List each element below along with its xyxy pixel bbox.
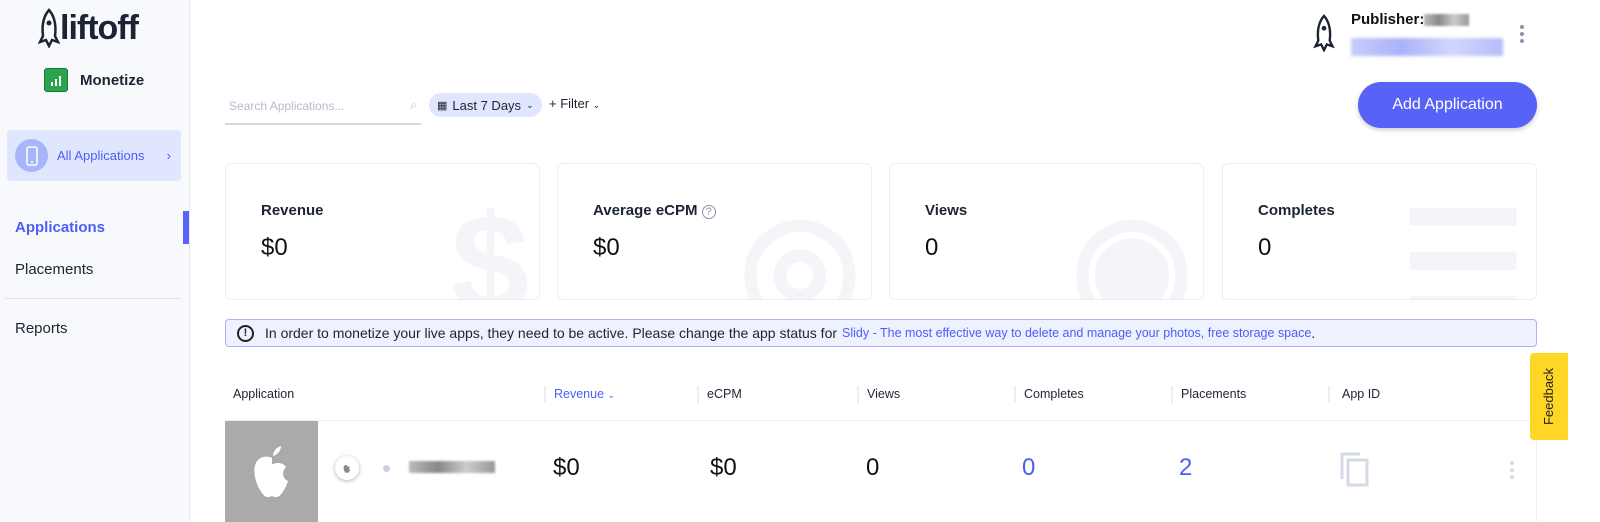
calendar-icon: ▦ — [437, 99, 448, 112]
alert-end: . — [1311, 325, 1316, 341]
product-switcher[interactable]: Monetize — [44, 68, 144, 92]
ecpm-cell: $0 — [710, 454, 737, 481]
sidebar-item-reports[interactable]: Reports — [15, 320, 68, 337]
card-value: $0 — [261, 234, 288, 261]
feedback-tab[interactable]: Feedback — [1530, 353, 1568, 440]
redacted-email — [1351, 38, 1503, 56]
logo-text: liftoff — [60, 8, 139, 47]
redacted-publisher — [1424, 13, 1470, 26]
card-title-text: Average eCPM — [593, 202, 698, 219]
active-indicator — [183, 211, 189, 244]
rocket-icon — [38, 8, 60, 48]
eye-icon: ◉ — [1070, 185, 1193, 300]
feedback-label: Feedback — [1541, 367, 1557, 426]
column-application[interactable]: Application — [233, 387, 295, 401]
column-views[interactable]: Views — [857, 386, 900, 403]
revenue-card: $ Revenue $0 — [225, 163, 540, 300]
phone-icon — [15, 139, 48, 172]
checklist-icon: ☰ — [1400, 185, 1526, 300]
app-icon-apple — [225, 421, 318, 522]
help-icon[interactable]: ? — [701, 205, 716, 219]
column-app-id: App ID — [1328, 386, 1380, 403]
rocket-avatar-icon — [1313, 14, 1335, 52]
card-value: 0 — [925, 234, 939, 261]
column-revenue-label: Revenue — [554, 387, 605, 401]
card-title: Average eCPM ? — [593, 202, 716, 219]
column-completes[interactable]: Completes — [1014, 386, 1084, 403]
apple-logo-icon — [253, 445, 288, 497]
row-menu-icon[interactable] — [1510, 461, 1514, 479]
search-input[interactable]: Search Applications... ⌕ — [225, 88, 421, 125]
platform-ios-badge: iOS — [335, 456, 359, 480]
card-value: $0 — [593, 234, 620, 261]
alert-text: In order to monetize your live apps, the… — [265, 325, 838, 341]
redacted-app-name[interactable] — [409, 461, 495, 473]
views-card: ◉ Views 0 — [889, 163, 1204, 300]
sort-chevron-icon: ⌄ — [607, 390, 616, 400]
placements-cell[interactable]: 2 — [1179, 454, 1193, 481]
column-revenue[interactable]: Revenue ⌄ — [544, 386, 615, 403]
ecpm-card: ◎ Average eCPM ? $0 — [557, 163, 872, 300]
search-placeholder: Search Applications... — [229, 98, 345, 113]
all-applications-label: All Applications — [57, 148, 145, 163]
completes-cell[interactable]: 0 — [1022, 454, 1036, 481]
status-dot — [383, 465, 390, 472]
publisher-name: Publisher: — [1351, 11, 1470, 28]
divider — [5, 298, 181, 299]
filter-label: + Filter — [549, 96, 590, 111]
date-range-label: Last 7 Days — [452, 97, 522, 113]
publisher-label: Publisher: — [1351, 11, 1425, 28]
completes-card: ☰ Completes 0 — [1222, 163, 1537, 300]
chevron-down-icon: ⌄ — [526, 99, 534, 110]
column-ecpm[interactable]: eCPM — [697, 386, 742, 403]
revenue-cell: $0 — [553, 454, 580, 481]
add-application-button[interactable]: Add Application — [1358, 82, 1537, 128]
account-menu-icon[interactable] — [1520, 25, 1524, 43]
sidebar: liftoff Monetize All Applications › Appl… — [0, 0, 190, 521]
card-title: Revenue — [261, 202, 324, 219]
search-icon: ⌕ — [410, 98, 417, 112]
card-value: 0 — [1258, 234, 1272, 261]
gauge-icon: ◎ — [738, 185, 861, 300]
dollar-icon: $ — [451, 185, 529, 300]
product-name: Monetize — [80, 71, 145, 89]
table-row[interactable]: iOS $0 $0 0 0 2 — [225, 420, 1537, 522]
sidebar-item-applications[interactable]: Applications — [15, 219, 106, 236]
card-title: Completes — [1258, 202, 1335, 219]
liftoff-logo[interactable]: liftoff — [38, 8, 139, 48]
chart-bars-icon — [44, 68, 68, 92]
card-title: Views — [925, 202, 968, 219]
date-range-dropdown[interactable]: ▦ Last 7 Days ⌄ — [429, 93, 542, 117]
chevron-down-icon: ⌄ — [592, 100, 601, 110]
views-cell: 0 — [866, 454, 880, 481]
sidebar-item-placements[interactable]: Placements — [15, 261, 94, 278]
info-icon: ! — [237, 324, 254, 342]
filter-button[interactable]: + Filter ⌄ — [549, 96, 600, 111]
status-alert: ! In order to monetize your live apps, th… — [225, 319, 1537, 347]
app-link[interactable]: Slidy - The most effective way to delete… — [842, 326, 1312, 340]
column-placements[interactable]: Placements — [1171, 386, 1246, 403]
chevron-right-icon: › — [166, 148, 171, 163]
all-applications-selector[interactable]: All Applications › — [7, 130, 181, 181]
copy-icon[interactable] — [1340, 451, 1370, 487]
